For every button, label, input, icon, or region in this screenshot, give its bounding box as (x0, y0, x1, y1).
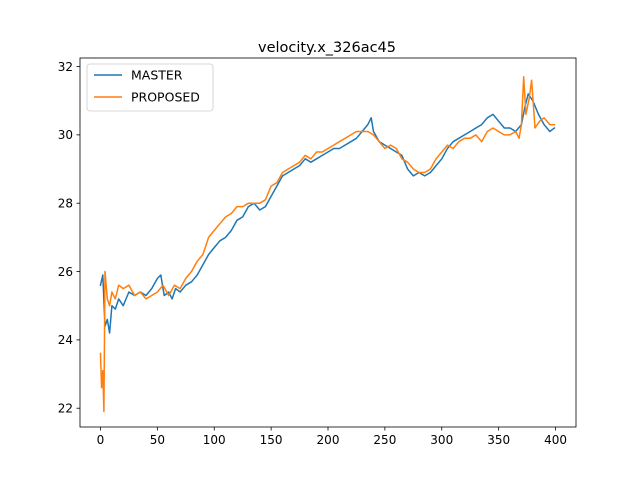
legend: MASTER PROPOSED (86, 63, 214, 112)
y-tick-label: 26 (58, 265, 73, 279)
y-tick-label: 28 (58, 197, 73, 211)
series-layer (99, 76, 556, 413)
legend-label-proposed: PROPOSED (131, 90, 200, 105)
x-tick-label: 300 (430, 433, 453, 447)
x-tick-label: 0 (97, 433, 105, 447)
y-tick-label: 22 (58, 402, 73, 416)
legend-label-master: MASTER (131, 68, 183, 83)
chart-title: velocity.x_326ac45 (258, 40, 396, 56)
x-tick-label: 100 (203, 433, 226, 447)
x-tick-label: 350 (487, 433, 510, 447)
axes-layer: 0 50 100 150 200 250 300 350 400 22 24 26 28 30 32 (58, 57, 577, 447)
y-tick-label: 24 (58, 333, 73, 347)
y-tick-label: 32 (58, 60, 73, 74)
x-tick-label: 50 (150, 433, 165, 447)
series-line-proposed (99, 76, 556, 413)
x-tick-label: 150 (260, 433, 283, 447)
series-line-master (99, 93, 556, 334)
x-tick-label: 400 (544, 433, 567, 447)
y-tick-label: 30 (58, 128, 73, 142)
x-tick-label: 250 (373, 433, 396, 447)
x-tick-label: 200 (317, 433, 340, 447)
